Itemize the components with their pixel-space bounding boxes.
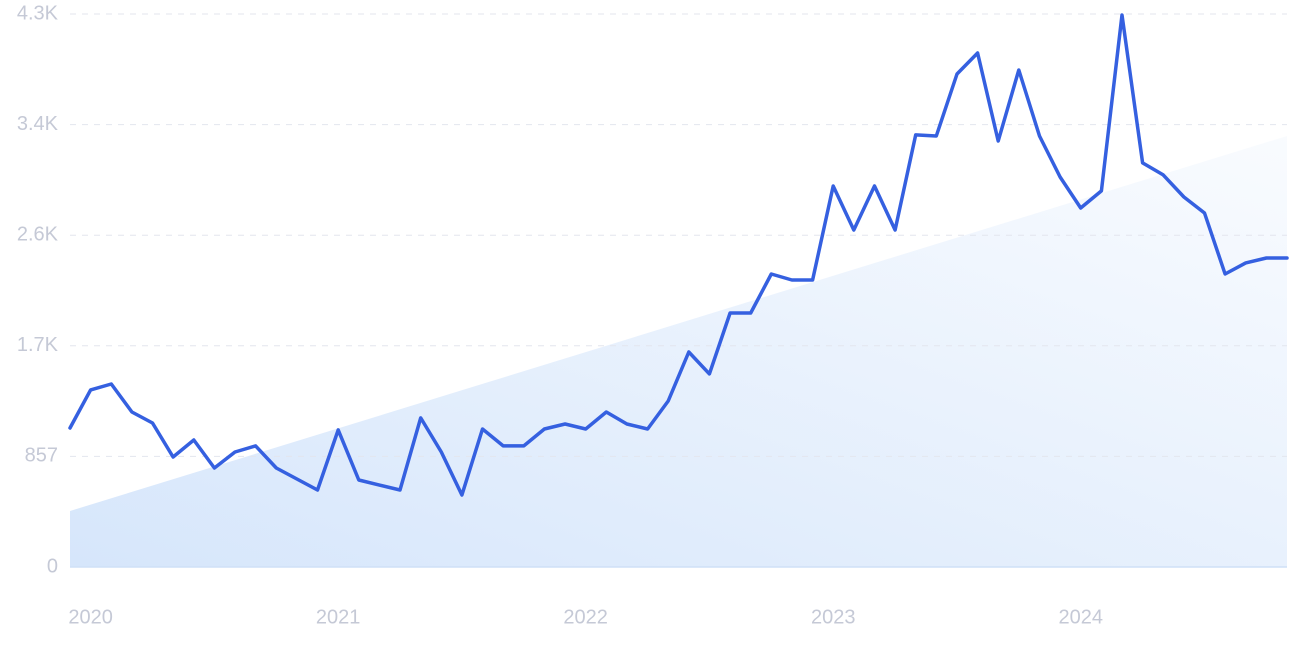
- data-line: [68, 13, 1289, 497]
- trend-area: [70, 135, 1287, 567]
- x-tick-label: 2020: [68, 606, 113, 628]
- y-tick-label: 2.6K: [17, 223, 59, 245]
- y-tick-label: 1.7K: [17, 334, 59, 356]
- x-tick-label: 2023: [811, 606, 856, 628]
- y-tick-label: 3.4K: [17, 113, 59, 135]
- y-tick-label: 4.3K: [17, 2, 59, 24]
- x-tick-label: 2021: [316, 606, 361, 628]
- x-tick-label: 2022: [563, 606, 608, 628]
- y-tick-label: 857: [25, 445, 58, 467]
- y-tick-label: 0: [47, 555, 58, 577]
- x-tick-label: 2024: [1058, 606, 1103, 628]
